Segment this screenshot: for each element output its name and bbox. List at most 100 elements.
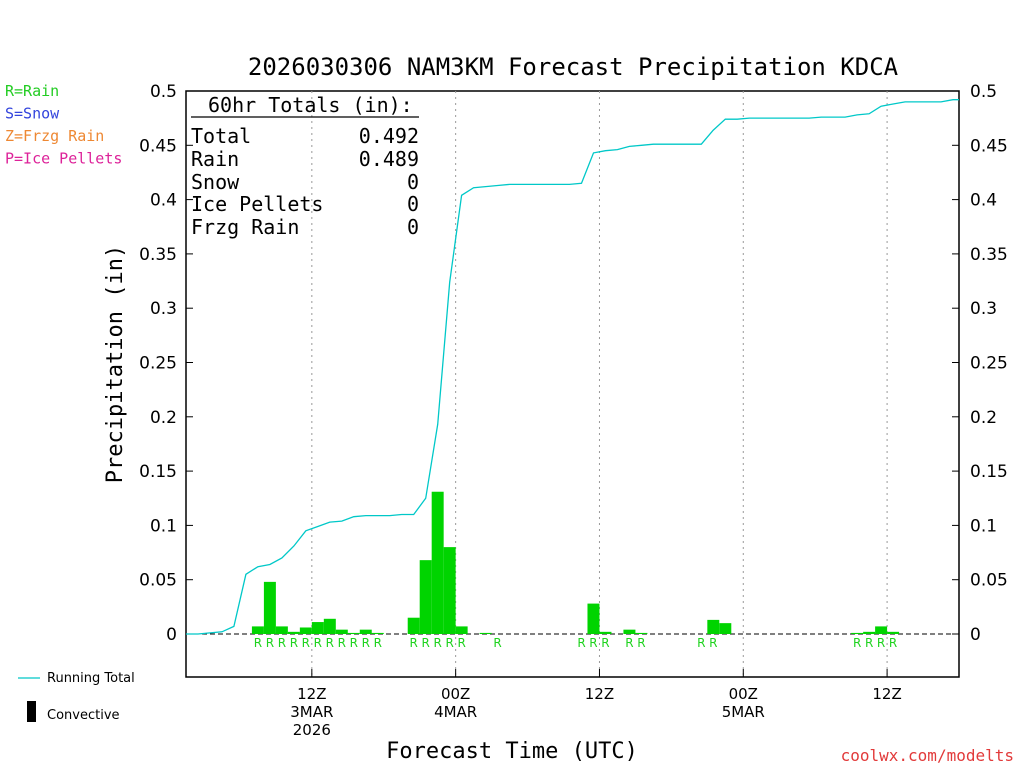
precip-bar xyxy=(599,631,612,634)
x-tick-label: 5MAR xyxy=(722,703,765,721)
y-tick-label-right: 0.1 xyxy=(970,516,997,536)
precip-bar xyxy=(707,619,720,634)
y-tick-label-right: 0.2 xyxy=(970,408,997,428)
precip-bar xyxy=(623,629,636,634)
precip-bar xyxy=(635,632,648,634)
plot-frame xyxy=(185,90,960,678)
precip-bar xyxy=(251,626,264,634)
x-tick-label: 12Z xyxy=(585,685,614,703)
y-tick-label-left: 0.25 xyxy=(139,354,177,374)
precip-bar xyxy=(263,581,276,634)
precip-bar xyxy=(587,603,600,634)
precip-bar xyxy=(887,631,900,634)
ptype-mark: R xyxy=(422,636,430,650)
totals-box: 60hr Totals (in): Total 0.492 Rain 0.489… xyxy=(191,93,419,239)
totals-total-label: Total xyxy=(191,124,251,148)
y-tick-label-right: 0.45 xyxy=(970,136,1008,156)
ptype-mark: R xyxy=(889,636,897,650)
ptype-mark: R xyxy=(865,636,873,650)
precip-bar xyxy=(299,627,312,634)
ptype-mark: R xyxy=(266,636,274,650)
y-tick-label-left: 0.15 xyxy=(139,462,177,482)
totals-frzgrain-label: Frzg Rain xyxy=(191,215,299,239)
x-tick-label: 00Z xyxy=(441,685,470,703)
convective-legend-label: Convective xyxy=(47,708,120,723)
ptype-legend-item: Z=Frzg Rain xyxy=(5,127,104,145)
y-tick-label-right: 0.5 xyxy=(970,82,997,102)
credit-text: coolwx.com/modelts xyxy=(841,746,1014,765)
y-tick-label-left: 0.4 xyxy=(150,191,177,211)
ptype-mark: R xyxy=(314,636,322,650)
totals-rain-label: Rain xyxy=(191,147,239,171)
y-tick-label-right: 0.3 xyxy=(970,299,997,319)
ptype-mark: R xyxy=(493,636,501,650)
y-tick-label-left: 0.5 xyxy=(150,82,177,102)
precip-bar xyxy=(419,560,432,634)
precip-bar xyxy=(275,626,288,634)
ptype-mark: R xyxy=(853,636,861,650)
precip-bar xyxy=(851,632,864,634)
x-tick-label: 2026 xyxy=(293,721,331,739)
totals-rain-value: 0.489 xyxy=(359,147,419,171)
precip-bar xyxy=(371,632,384,634)
y-tick-label-right: 0.05 xyxy=(970,571,1008,591)
ptype-mark: R xyxy=(254,636,262,650)
precip-bar xyxy=(407,617,420,634)
y-tick-label-left: 0.1 xyxy=(150,516,177,536)
ptype-mark: R xyxy=(362,636,370,650)
ptype-mark: R xyxy=(302,636,310,650)
ptype-mark: R xyxy=(877,636,885,650)
precip-bar xyxy=(359,629,372,634)
precip-bar xyxy=(347,632,360,634)
ptype-mark: R xyxy=(709,636,717,650)
totals-total-value: 0.492 xyxy=(359,124,419,148)
ptype-mark: R xyxy=(697,636,705,650)
precip-bar xyxy=(479,632,492,634)
y-tick-label-right: 0.15 xyxy=(970,462,1008,482)
ptype-mark: R xyxy=(589,636,597,650)
precip-bar xyxy=(431,491,444,634)
ptype-legend-item: P=Ice Pellets xyxy=(5,150,122,168)
y-tick-label-left: 0.05 xyxy=(139,571,177,591)
y-tick-label-right: 0 xyxy=(970,625,981,645)
ptype-mark: R xyxy=(637,636,645,650)
running-total-line xyxy=(186,99,959,635)
x-tick-label: 3MAR xyxy=(290,703,333,721)
ptype-mark: R xyxy=(374,636,382,650)
ptype-mark: R xyxy=(457,636,465,650)
y-tick-label-right: 0.25 xyxy=(970,354,1008,374)
convective-legend-swatch xyxy=(27,701,36,722)
x-tick-label: 12Z xyxy=(872,685,901,703)
x-tick-label: 4MAR xyxy=(434,703,477,721)
ptype-legend: R=Rain S=Snow Z=Frzg Rain P=Ice Pellets xyxy=(5,82,122,168)
ptype-mark: R xyxy=(445,636,453,650)
y-tick-label-left: 0.2 xyxy=(150,408,177,428)
x-axis-label: Forecast Time (UTC) xyxy=(386,739,638,764)
chart-title: 2026030306 NAM3KM Forecast Precipitation… xyxy=(248,53,899,81)
y-axis-left: 0.5 0.45 0.4 0.35 0.3 0.25 0.2 0.15 0.1 0.05 0 xyxy=(139,82,193,645)
y-tick-label-left: 0.45 xyxy=(139,136,177,156)
ptype-mark: R xyxy=(625,636,633,650)
y-tick-label-left: 0 xyxy=(166,625,177,645)
totals-snow-value: 0 xyxy=(407,170,419,194)
precip-bar xyxy=(311,622,324,634)
y-tick-label-left: 0.3 xyxy=(150,299,177,319)
y-axis-label: Precipitation (in) xyxy=(103,245,128,483)
precip-bar xyxy=(443,547,456,634)
ptype-mark: R xyxy=(350,636,358,650)
totals-icepellets-value: 0 xyxy=(407,192,419,216)
hourly-bars xyxy=(251,491,900,634)
ptype-mark: R xyxy=(290,636,298,650)
y-tick-label-right: 0.35 xyxy=(970,245,1008,265)
y-axis-right: 0.5 0.45 0.4 0.35 0.3 0.25 0.2 0.15 0.1 0.05 0 xyxy=(952,82,1008,645)
precip-bar xyxy=(335,629,348,634)
ptype-legend-item: S=Snow xyxy=(5,105,60,123)
totals-icepellets-label: Ice Pellets xyxy=(191,192,323,216)
ptype-mark: R xyxy=(577,636,585,650)
precip-bar xyxy=(875,626,888,634)
precip-bar xyxy=(719,623,732,634)
precip-bar xyxy=(287,631,300,634)
